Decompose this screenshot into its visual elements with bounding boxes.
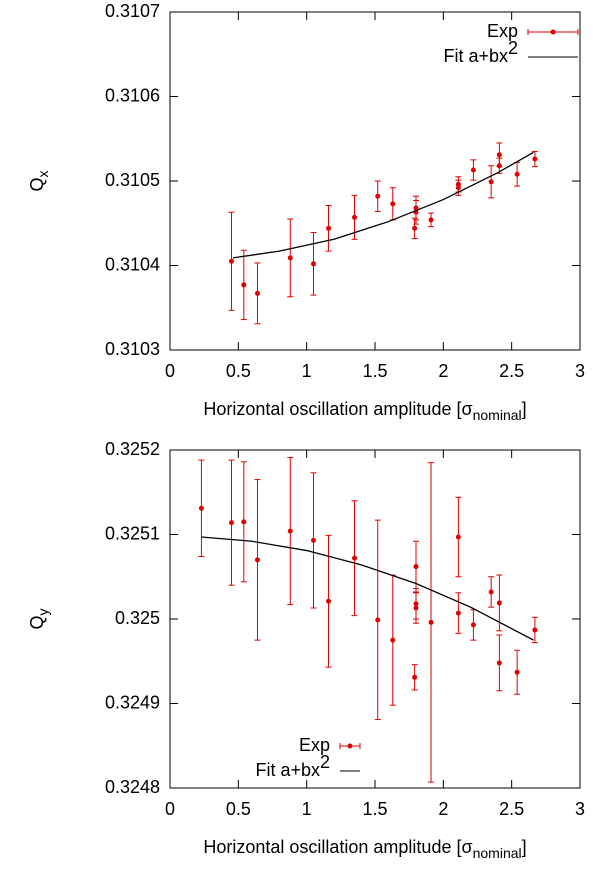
plot-frame [169, 11, 581, 351]
y-tick-label: 0.3248 [105, 777, 160, 797]
y-tick-label: 0.3252 [105, 439, 160, 459]
y-axis-label: Qx [27, 170, 51, 191]
legend-label-sup: 2 [508, 38, 518, 58]
data-point [413, 564, 419, 570]
y-axis-label-sub: x [35, 170, 51, 177]
data-point [241, 519, 247, 525]
data-point [352, 214, 357, 220]
x-axis-label-sub: nominal [473, 845, 522, 861]
data-point [254, 290, 260, 296]
legend-label: Fit a+bx2 [443, 38, 518, 66]
legend-label-text: Fit a+bx [443, 46, 508, 66]
y-axis-label-sub: y [35, 608, 51, 615]
x-tick-label: 0.5 [226, 799, 251, 819]
y-tick-label: 0.3105 [105, 170, 160, 190]
x-tick-label: 1 [302, 361, 312, 381]
data-point [514, 669, 520, 675]
data-point [254, 557, 260, 563]
y-tick-label: 0.3249 [105, 692, 160, 712]
data-point [496, 600, 502, 606]
data-point [470, 622, 476, 628]
x-axis-label-text: Horizontal oscillation amplitude [σ [203, 837, 472, 857]
data-point [326, 598, 332, 604]
fit-line [201, 536, 534, 641]
data-point [496, 152, 502, 158]
data-point [390, 201, 396, 207]
y-axis-label-text: Q [27, 177, 47, 191]
x-axis-label-text: Horizontal oscillation amplitude [σ [203, 399, 472, 419]
data-point [488, 589, 494, 595]
data-point [455, 610, 461, 616]
data-point [428, 619, 434, 625]
x-axis-label-sub: nominal [473, 407, 522, 423]
x-axis-label-end: ] [522, 837, 527, 857]
data-point [375, 193, 381, 199]
data-point [287, 255, 293, 261]
x-tick-label: 2 [438, 799, 448, 819]
data-point [229, 520, 234, 526]
x-tick-label: 1.5 [362, 799, 387, 819]
data-point [390, 637, 396, 643]
data-point [455, 534, 461, 540]
data-point [412, 674, 418, 680]
legend-sample [347, 743, 353, 749]
y-tick-label: 0.325 [115, 608, 160, 628]
fit-line [232, 151, 534, 259]
y-tick-label: 0.3107 [105, 1, 160, 21]
data-point [455, 181, 461, 187]
data-point [241, 282, 247, 288]
data-point [532, 156, 538, 162]
data-point [470, 167, 476, 173]
y-tick-label: 0.3251 [105, 523, 160, 543]
legend-sample [550, 29, 556, 35]
data-point [514, 171, 520, 177]
y-axis-label: Qy [27, 608, 51, 629]
x-axis-label: Horizontal oscillation amplitude [σnomin… [203, 399, 526, 423]
legend-label: Exp [487, 21, 518, 41]
data-point [375, 617, 381, 623]
data-point [496, 163, 502, 169]
data-point [413, 205, 419, 211]
data-point [287, 528, 293, 534]
data-point [311, 261, 316, 267]
plot: 0.3248 0.3249 0.325 0.3251 0.3252 0 0.5 1 1.5 2 2.… [27, 439, 585, 861]
y-axis-label-text: Q [27, 615, 47, 629]
y-tick-label: 0.3106 [105, 85, 160, 105]
x-tick-label: 0.5 [226, 361, 251, 381]
legend-label-text: Exp [487, 21, 518, 41]
y-tick-label: 0.3104 [105, 254, 160, 274]
plot-frame [169, 449, 581, 789]
data-point [326, 225, 332, 231]
x-tick-label: 2.5 [499, 361, 524, 381]
x-tick-label: 3 [575, 799, 585, 819]
data-point [532, 627, 538, 633]
data-point [496, 660, 502, 666]
x-tick-label: 1.5 [362, 361, 387, 381]
x-tick-label: 2.5 [499, 799, 524, 819]
plot: 0.3103 0.3104 0.3105 0.3106 0.3107 0 0.5 1 1.5 2 2… [27, 1, 585, 423]
legend-label: Exp [299, 735, 330, 755]
legend-label-text: Fit a+bx [255, 760, 320, 780]
x-tick-label: 2 [438, 361, 448, 381]
data-point [428, 217, 434, 223]
data-point [229, 258, 234, 264]
data-point [311, 537, 316, 543]
x-axis-label-end: ] [522, 399, 527, 419]
y-tick-label: 0.3103 [105, 339, 160, 359]
legend-label-sup: 2 [320, 752, 330, 772]
x-tick-label: 0 [165, 361, 175, 381]
data-point [198, 505, 204, 511]
data-point [412, 225, 418, 231]
x-tick-label: 3 [575, 361, 585, 381]
x-tick-label: 1 [302, 799, 312, 819]
x-axis-label: Horizontal oscillation amplitude [σnomin… [203, 837, 526, 861]
data-point [352, 555, 357, 561]
legend-label: Fit a+bx2 [255, 752, 330, 780]
legend-label-text: Exp [299, 735, 330, 755]
data-point [413, 605, 419, 611]
data-point [488, 179, 494, 185]
x-tick-label: 0 [165, 799, 175, 819]
